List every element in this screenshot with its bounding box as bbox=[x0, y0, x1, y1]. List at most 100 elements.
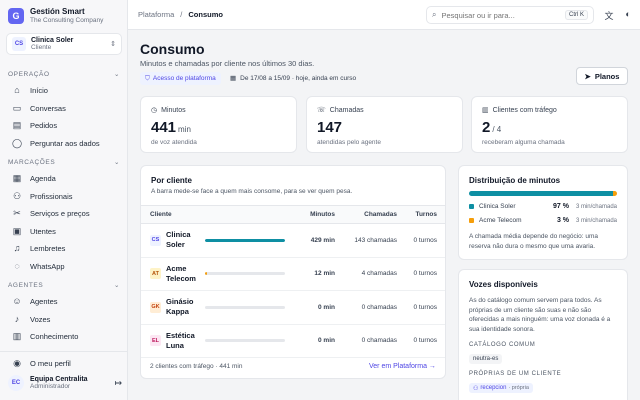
client-turns: 0 turnos bbox=[397, 290, 445, 325]
table-row[interactable]: CS Clinica Soler 429 min 143 chamadas 0 t… bbox=[141, 223, 445, 258]
sidebar-item-utentes[interactable]: ▣ Utentes bbox=[12, 224, 56, 238]
stat-value: 147 bbox=[317, 119, 342, 136]
chevron-down-icon: ⌄ bbox=[113, 282, 120, 289]
sidebar-item-profissionais[interactable]: ⚇ Profissionais bbox=[12, 189, 73, 203]
building-icon: ▥ bbox=[482, 107, 489, 114]
client-name: Estética Luna bbox=[166, 330, 195, 350]
stat-card-chamadas: ☏ Chamadas 147 atendidas pelo agente bbox=[306, 96, 463, 153]
section-agentes[interactable]: AGENTES ⌄ bbox=[8, 281, 120, 290]
sidebar-divider bbox=[0, 351, 128, 352]
distribution-row: Acme Telecom 3 % 3 min/chamada bbox=[469, 217, 617, 224]
sidebar-item-agentes[interactable]: ☺ Agentes bbox=[12, 294, 57, 308]
sidebar-item-lembretes[interactable]: ♫ Lembretes bbox=[12, 241, 66, 255]
card-title: Vozes disponíveis bbox=[469, 280, 538, 289]
distribution-client: Acme Telecom bbox=[479, 217, 522, 224]
usage-bar-fill bbox=[205, 272, 208, 276]
sidebar-item-whatsapp[interactable]: ◌ WhatsApp bbox=[12, 259, 65, 273]
id-card-icon: ▣ bbox=[12, 226, 22, 236]
distribution-note: A chamada média depende do negócio: uma … bbox=[469, 233, 599, 250]
sidebar-item-label: Agenda bbox=[30, 173, 56, 183]
client-name: Clinica Soler bbox=[166, 230, 191, 250]
search-input[interactable] bbox=[441, 10, 552, 20]
sidebar-item-label: Pedidos bbox=[30, 120, 58, 130]
calendar-icon: ▦ bbox=[230, 75, 237, 82]
usage-bar-track bbox=[205, 272, 285, 276]
access-pill-label: Acesso de plataforma bbox=[152, 75, 216, 82]
client-turns: 0 turnos bbox=[397, 223, 445, 258]
col-cliente: Cliente bbox=[141, 205, 205, 224]
planos-button[interactable]: ➤ Planos bbox=[576, 67, 628, 85]
section-operacao[interactable]: OPERAÇÃO ⌄ bbox=[8, 70, 120, 79]
sidebar-item-perguntar[interactable]: ◯ Perguntar aos dados bbox=[12, 136, 100, 150]
sidebar-item-vozes[interactable]: ♪ Vozes bbox=[12, 312, 51, 326]
usage-bar-track bbox=[205, 305, 285, 309]
distribution-pct: 97 % bbox=[553, 203, 569, 210]
client-selector[interactable]: CS Clinica Soler Cliente ⇕ bbox=[6, 33, 122, 55]
table-row[interactable]: EL Estética Luna 0 min 0 chamadas 0 turno… bbox=[141, 324, 445, 358]
client-name: Ginásio Kappa bbox=[166, 297, 194, 317]
sidebar-item-pedidos[interactable]: ▤ Pedidos bbox=[12, 118, 57, 132]
sidebar-item-label: Início bbox=[30, 85, 48, 95]
bot-icon: ☺ bbox=[12, 296, 22, 306]
client-name: Acme Telecom bbox=[166, 263, 196, 283]
por-cliente-card: Por cliente A barra mede-se face a quem … bbox=[140, 165, 446, 379]
client-minutes: 0 min bbox=[289, 324, 335, 358]
voice-tag[interactable]: ⚇ recepcion · própria bbox=[469, 383, 533, 393]
card-description: A barra mede-se face a quem mais consome… bbox=[151, 188, 353, 195]
col-turnos: Turnos bbox=[397, 205, 445, 224]
sidebar-item-label: WhatsApp bbox=[30, 261, 65, 271]
chevron-updown-icon: ⇕ bbox=[110, 41, 116, 48]
table-row[interactable]: AT Acme Telecom 12 min 4 chamadas 0 turno… bbox=[141, 257, 445, 291]
usage-bar-track bbox=[205, 238, 285, 242]
vozes-card: Vozes disponíveis As do catálogo comum s… bbox=[458, 269, 628, 400]
period-label: De 17/08 a 15/09 · hoje, ainda em curso bbox=[240, 74, 357, 82]
voice-tag-label: neutra-es bbox=[473, 356, 499, 362]
calendar-icon: ▦ bbox=[12, 173, 22, 183]
col-minutos: Minutos bbox=[289, 205, 335, 224]
breadcrumb: Plataforma / Consumo bbox=[138, 10, 223, 19]
stat-head: ▥ Clientes com tráfego bbox=[482, 106, 557, 115]
sidebar-item-inicio[interactable]: ⌂ Início bbox=[12, 83, 48, 97]
brand-subtitle: The Consulting Company bbox=[30, 17, 104, 24]
sidebar-item-servicos[interactable]: ✂ Serviços e preços bbox=[12, 206, 89, 220]
stat-label: Clientes com tráfego bbox=[492, 106, 557, 114]
section-marcacoes[interactable]: MARCAÇÕES ⌄ bbox=[8, 158, 120, 167]
usage-bar-track bbox=[205, 339, 285, 343]
sidebar-item-conhecimento[interactable]: ▥ Conhecimento bbox=[12, 329, 79, 343]
section-marcacoes-label: MARCAÇÕES bbox=[8, 158, 56, 166]
client-minutes: 429 min bbox=[289, 223, 335, 258]
col-bar bbox=[205, 205, 289, 224]
card-title: Por cliente bbox=[151, 176, 192, 185]
theme-toggle-icon[interactable]: ◐ bbox=[625, 9, 631, 19]
chat-icon: ▭ bbox=[12, 103, 22, 113]
distribution-client: Clinica Soler bbox=[479, 203, 516, 210]
sidebar-item-agenda[interactable]: ▦ Agenda bbox=[12, 171, 56, 185]
stat-label: Minutos bbox=[161, 106, 186, 114]
sidebar-item-perfil[interactable]: ◉ O meu perfil bbox=[12, 356, 71, 370]
client-minutes: 12 min bbox=[289, 257, 335, 291]
sidebar-item-conversas[interactable]: ▭ Conversas bbox=[12, 101, 66, 115]
logout-icon[interactable]: ↦ bbox=[114, 377, 122, 388]
inbox-icon: ▤ bbox=[12, 120, 22, 130]
clock-icon: ◷ bbox=[151, 107, 158, 114]
client-badge: EL bbox=[150, 335, 161, 347]
client-badge: AT bbox=[150, 268, 161, 280]
stat-subtitle: atendidas pelo agente bbox=[317, 139, 381, 146]
translate-icon[interactable]: 文 bbox=[604, 11, 614, 21]
planos-label: Planos bbox=[594, 71, 620, 81]
proprias-label: PRÓPRIAS DE UM CLIENTE bbox=[469, 371, 562, 377]
breadcrumb-root[interactable]: Plataforma bbox=[138, 10, 175, 19]
access-pill: ⛉ Acesso de plataforma bbox=[140, 72, 221, 85]
search-box[interactable]: ⌕ Ctrl K bbox=[426, 6, 594, 24]
ver-em-plataforma-link[interactable]: Ver em Plataforma → bbox=[369, 363, 436, 370]
brand[interactable]: G Gestión Smart The Consulting Company bbox=[8, 7, 103, 24]
table-row[interactable]: GK Ginásio Kappa 0 min 0 chamadas 0 turno… bbox=[141, 290, 445, 325]
shield-icon: ⛉ bbox=[145, 74, 150, 82]
voice-tag[interactable]: neutra-es bbox=[469, 354, 503, 364]
phone-icon: ☏ bbox=[317, 107, 326, 114]
stat-number: 441 bbox=[151, 119, 177, 136]
client-badge: CS bbox=[150, 234, 161, 246]
brand-name: Gestión Smart bbox=[30, 7, 85, 16]
period-range: ▦ De 17/08 a 15/09 · hoje, ainda em curs… bbox=[230, 74, 357, 83]
client-badge: CS bbox=[12, 37, 26, 51]
